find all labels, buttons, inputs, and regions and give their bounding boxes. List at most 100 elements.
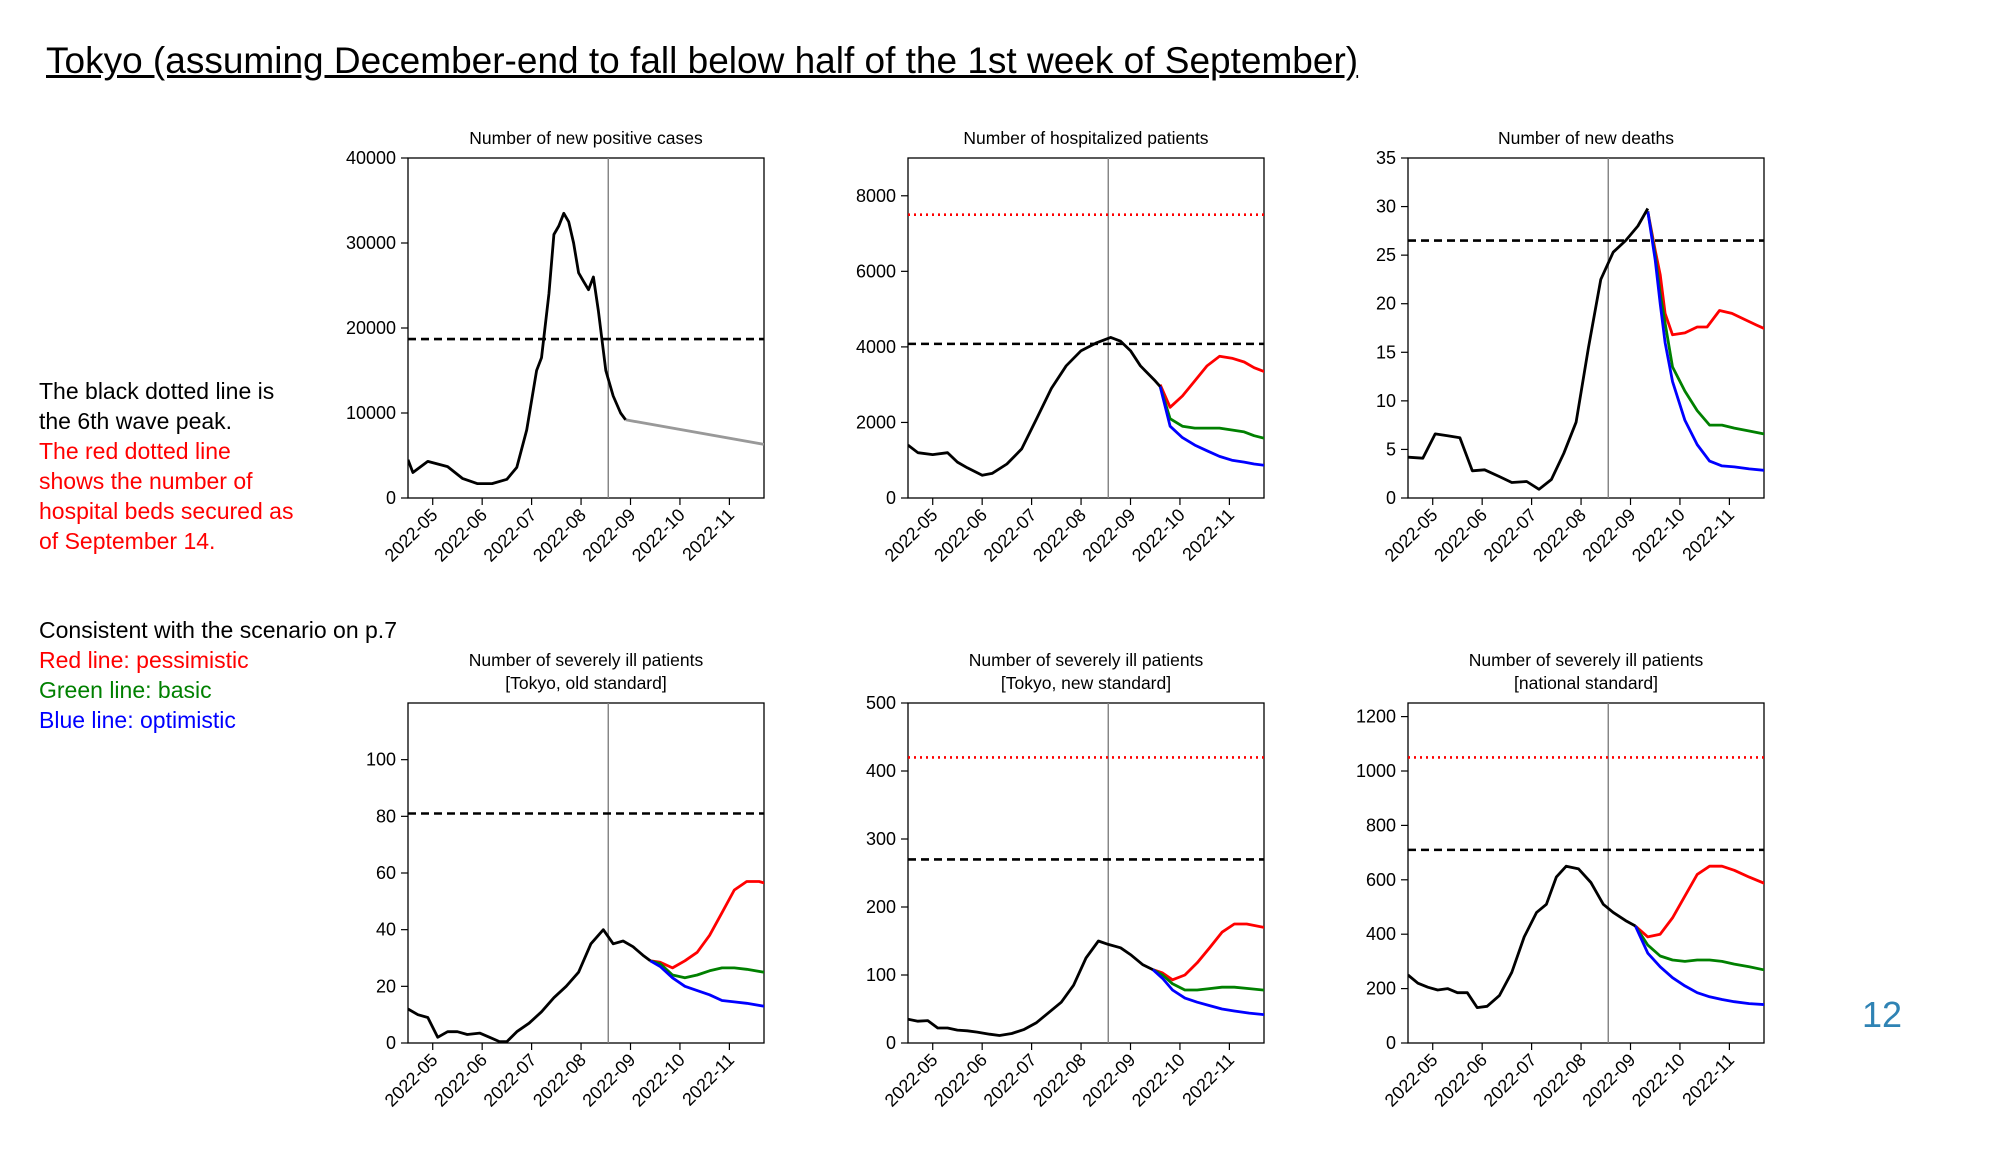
x-tick-label: 2022-06 — [1430, 1050, 1491, 1111]
y-tick-label: 15 — [1376, 342, 1396, 362]
x-tick-label: 2022-10 — [1628, 1050, 1689, 1111]
plot-frame — [407, 157, 765, 499]
y-tick-label: 800 — [1366, 815, 1396, 835]
legend-explanation: The black dotted line is the 6th wave pea… — [39, 376, 293, 556]
scenario-line: Consistent with the scenario on p.7 — [39, 617, 397, 643]
y-tick-label: 200 — [1366, 979, 1396, 999]
x-tick-label: 2022-09 — [578, 1050, 639, 1111]
chart-severely-ill-national: Number of severely ill patients [national… — [1300, 643, 1784, 1163]
x-tick-label: 2022-08 — [1529, 505, 1590, 566]
chart-title: [Tokyo, old standard] — [505, 673, 667, 693]
chart-title: Number of hospitalized patients — [963, 128, 1209, 148]
note-line: hospital beds secured as — [39, 498, 294, 524]
y-tick-label: 20 — [1376, 294, 1396, 314]
series-actual — [1408, 207, 1650, 491]
chart-svg: 0200400600800100012002022-052022-062022-… — [1356, 702, 1765, 1111]
y-tick-label: 80 — [376, 806, 396, 826]
series-optimistic — [1646, 211, 1764, 472]
series-basic — [1158, 386, 1264, 440]
plot-area — [1408, 703, 1764, 1043]
chart-hospitalized-patients: Number of hospitalized patients 0 2000 4000… — [800, 128, 1284, 618]
x-tick-label: 2022-07 — [980, 505, 1041, 566]
chart-title: [Tokyo, new standard] — [1000, 673, 1172, 693]
y-tick-label: 30 — [1376, 197, 1396, 217]
x-tick-label: 2022-07 — [980, 1050, 1041, 1111]
y-tick-label: 0 — [886, 488, 896, 508]
y-tick-label: 400 — [1366, 924, 1396, 944]
x-tick-label: 2022-08 — [529, 505, 590, 566]
y-tick-label: 35 — [1376, 148, 1396, 168]
series-basic — [1152, 968, 1264, 992]
plot-frame — [907, 702, 1265, 1044]
x-tick-label: 2022-11 — [1678, 1050, 1738, 1110]
note-line: shows the number of — [39, 468, 253, 494]
x-tick-label: 2022-06 — [930, 505, 991, 566]
y-tick-label: 8000 — [856, 186, 896, 206]
y-tick-label: 20 — [376, 976, 396, 996]
y-tick-label: 0 — [1386, 488, 1396, 508]
chart-title: Number of severely ill patients — [468, 650, 704, 670]
x-tick-label: 2022-05 — [381, 505, 442, 566]
series-pessimistic — [1634, 864, 1764, 939]
series-optimistic — [1151, 968, 1264, 1017]
scenario-legend: Consistent with the scenario on p.7 Red l… — [39, 615, 397, 735]
y-tick-label: 0 — [386, 1033, 396, 1053]
x-tick-label: 2022-11 — [1178, 1050, 1238, 1110]
y-tick-label: 5 — [1386, 439, 1396, 459]
y-tick-label: 500 — [866, 693, 896, 713]
y-tick-label: 600 — [1366, 870, 1396, 890]
chart-svg: 051015202530352022-052022-062022-072022-… — [1376, 148, 1765, 566]
x-tick-label: 2022-09 — [1078, 505, 1139, 566]
x-tick-label: 2022-07 — [480, 505, 541, 566]
x-tick-label: 2022-06 — [1430, 505, 1491, 566]
plot-area — [908, 158, 1264, 498]
y-tick-label: 200 — [866, 897, 896, 917]
y-tick-label: 10 — [1376, 391, 1396, 411]
series-basic — [1634, 925, 1764, 972]
y-tick-label: 60 — [376, 863, 396, 883]
x-tick-label: 2022-11 — [678, 505, 738, 565]
x-tick-label: 2022-06 — [430, 505, 491, 566]
x-tick-label: 2022-11 — [678, 1050, 738, 1110]
x-tick-label: 2022-05 — [381, 1050, 442, 1111]
y-tick-label: 400 — [866, 761, 896, 781]
series-actual — [908, 335, 1162, 477]
series-pessimistic — [1152, 922, 1264, 982]
series-actual — [1408, 864, 1637, 1010]
series-actual — [408, 211, 627, 486]
y-tick-label: 40 — [376, 920, 396, 940]
chart-new-positive-cases: Number of new positive cases 0 10000 20000 3… — [300, 128, 784, 618]
series-pessimistic — [1158, 354, 1264, 409]
x-tick-label: 2022-11 — [1178, 505, 1238, 565]
series-optimistic — [649, 959, 764, 1008]
y-tick-label: 100 — [366, 750, 396, 770]
plot-area — [1408, 158, 1764, 498]
chart-title: Number of severely ill patients — [1468, 650, 1704, 670]
x-tick-label: 2022-09 — [1578, 1050, 1639, 1111]
chart-title: [national standard] — [1514, 673, 1658, 693]
x-tick-label: 2022-08 — [1029, 1050, 1090, 1111]
chart-severely-ill-tokyo-new: Number of severely ill patients [Tokyo, n… — [800, 643, 1284, 1163]
chart-title: Number of new positive cases — [469, 128, 703, 148]
chart-svg: 01002003004005002022-052022-062022-07202… — [866, 693, 1265, 1111]
scenario-line: Green line: basic — [39, 677, 212, 703]
x-tick-label: 2022-07 — [1480, 1050, 1541, 1111]
y-tick-label: 25 — [1376, 245, 1396, 265]
x-tick-label: 2022-11 — [1678, 505, 1738, 565]
note-line: of September 14. — [39, 528, 216, 554]
y-tick-label: 2000 — [856, 412, 896, 432]
series-pessimistic — [650, 880, 764, 970]
x-tick-label: 2022-05 — [881, 1050, 942, 1111]
plot-area — [408, 703, 764, 1043]
x-tick-label: 2022-08 — [1029, 505, 1090, 566]
series-optimistic — [1158, 386, 1264, 467]
chart-new-deaths: Number of new deaths 0 5 10 15 20 25 30 35 2022-0… — [1300, 128, 1784, 618]
x-tick-label: 2022-09 — [1578, 505, 1639, 566]
slide-title: Tokyo (assuming December-end to fall bel… — [46, 40, 1359, 81]
x-tick-label: 2022-09 — [578, 505, 639, 566]
series-actual — [408, 928, 652, 1043]
y-tick-label: 10000 — [346, 403, 396, 423]
plot-frame — [1407, 157, 1765, 499]
y-tick-label: 0 — [886, 1033, 896, 1053]
x-tick-label: 2022-07 — [480, 1050, 541, 1111]
